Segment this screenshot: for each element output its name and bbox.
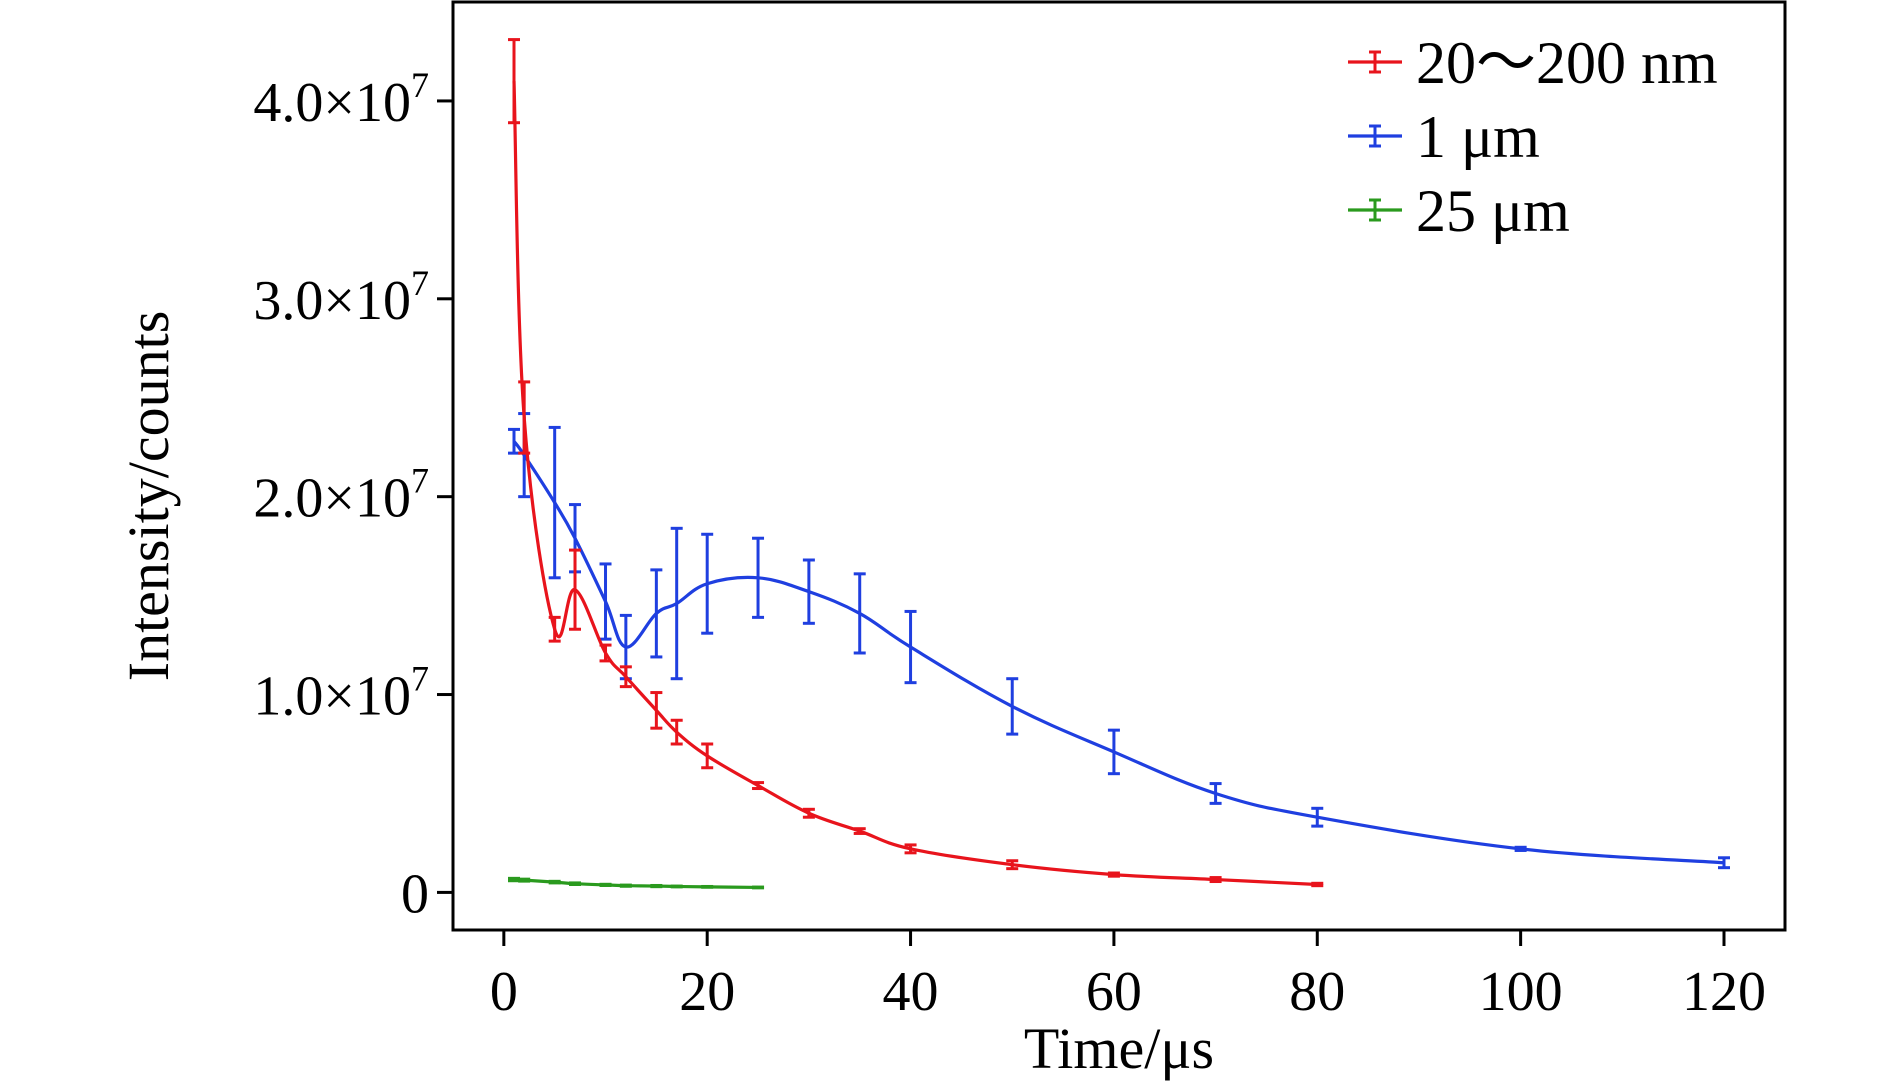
x-axis-title: Time/μs bbox=[1024, 1016, 1214, 1081]
data-point-1-10 bbox=[807, 590, 811, 594]
data-point-2-0 bbox=[512, 878, 516, 882]
series-line-0 bbox=[512, 81, 1318, 887]
data-point-0-10 bbox=[807, 811, 811, 815]
data-point-1-14 bbox=[1112, 750, 1116, 754]
data-point-0-1 bbox=[522, 416, 526, 420]
plot-frame bbox=[451, 0, 1787, 932]
data-point-2-9 bbox=[756, 885, 760, 889]
data-point-1-0 bbox=[512, 439, 516, 443]
data-point-2-3 bbox=[573, 882, 577, 886]
series-group-2 bbox=[508, 876, 765, 890]
data-point-2-8 bbox=[705, 885, 709, 889]
y-axis-title: Intensity/counts bbox=[116, 311, 181, 682]
x-tick-label-3: 60 bbox=[1086, 961, 1142, 1023]
data-point-1-9 bbox=[756, 576, 760, 580]
y-tick-mantissa-4: 4.0×10 bbox=[253, 72, 411, 134]
x-tick-label-2: 40 bbox=[883, 961, 939, 1023]
data-point-2-7 bbox=[675, 884, 679, 888]
data-point-2-5 bbox=[624, 884, 628, 888]
data-point-1-12 bbox=[909, 645, 913, 649]
data-point-0-6 bbox=[654, 708, 658, 712]
data-point-2-6 bbox=[654, 884, 658, 888]
y-tick-exponent-3: 7 bbox=[411, 263, 429, 303]
data-point-1-7 bbox=[675, 602, 679, 606]
data-point-1-8 bbox=[705, 582, 709, 586]
data-point-1-17 bbox=[1519, 847, 1523, 851]
data-point-0-13 bbox=[1010, 863, 1014, 867]
x-tick-label-5: 100 bbox=[1479, 961, 1563, 1023]
data-point-1-3 bbox=[573, 536, 577, 540]
data-point-0-12 bbox=[909, 847, 913, 851]
data-point-0-5 bbox=[624, 675, 628, 679]
legend-label-1: 1 μm bbox=[1416, 104, 1540, 170]
data-point-0-11 bbox=[858, 829, 862, 833]
data-point-1-18 bbox=[1722, 861, 1726, 865]
data-point-1-16 bbox=[1315, 815, 1319, 819]
y-tick-mantissa-3: 3.0×10 bbox=[253, 270, 411, 332]
data-point-1-15 bbox=[1214, 791, 1218, 795]
data-point-1-4 bbox=[604, 600, 608, 604]
data-point-0-14 bbox=[1112, 873, 1116, 877]
data-point-0-0 bbox=[512, 79, 516, 83]
plot-layer bbox=[508, 38, 1730, 890]
y-tick-exponent-4: 7 bbox=[411, 65, 429, 105]
data-point-0-3 bbox=[573, 588, 577, 592]
series-group-0 bbox=[508, 38, 1324, 888]
data-point-2-2 bbox=[553, 880, 557, 884]
x-tick-label-1: 20 bbox=[679, 961, 735, 1023]
axes-layer: 0 20 40 60 80 100 12001.0×1072.0×1073.0×1074.0… bbox=[253, 0, 1787, 1023]
data-point-1-13 bbox=[1010, 704, 1014, 708]
y-tick-label-4: 4.0×107 bbox=[253, 65, 429, 134]
y-tick-mantissa-1: 1.0×10 bbox=[253, 666, 411, 728]
y-tick-label-0: 0 bbox=[401, 863, 429, 925]
data-point-0-9 bbox=[756, 784, 760, 788]
data-point-0-8 bbox=[705, 754, 709, 758]
data-point-0-15 bbox=[1214, 878, 1218, 882]
data-point-0-16 bbox=[1315, 882, 1319, 886]
series-line-2 bbox=[513, 877, 759, 890]
y-tick-label-1: 1.0×107 bbox=[253, 659, 429, 728]
x-tick-label-6: 120 bbox=[1682, 961, 1766, 1023]
y-tick-label-2: 2.0×107 bbox=[253, 461, 429, 530]
x-tick-label-0: 0 bbox=[490, 961, 518, 1023]
legend-label-2: 25 μm bbox=[1416, 178, 1570, 244]
y-tick-label-3: 3.0×107 bbox=[253, 263, 429, 332]
legend: 20～200 nm 1 μm 25 μm bbox=[1348, 30, 1718, 244]
y-tick-exponent-2: 7 bbox=[411, 461, 429, 501]
data-point-1-2 bbox=[553, 501, 557, 505]
data-point-0-2 bbox=[553, 627, 557, 631]
data-point-0-4 bbox=[604, 651, 608, 655]
data-point-1-11 bbox=[858, 611, 862, 615]
data-point-0-7 bbox=[675, 730, 679, 734]
x-tick-label-4: 80 bbox=[1289, 961, 1345, 1023]
data-point-2-4 bbox=[604, 883, 608, 887]
y-tick-mantissa-2: 2.0×10 bbox=[253, 468, 411, 530]
y-tick-exponent-1: 7 bbox=[411, 659, 429, 699]
data-point-2-1 bbox=[522, 878, 526, 882]
data-point-1-5 bbox=[624, 645, 628, 649]
data-point-1-6 bbox=[654, 611, 658, 615]
legend-label-0: 20～200 nm bbox=[1416, 30, 1718, 96]
